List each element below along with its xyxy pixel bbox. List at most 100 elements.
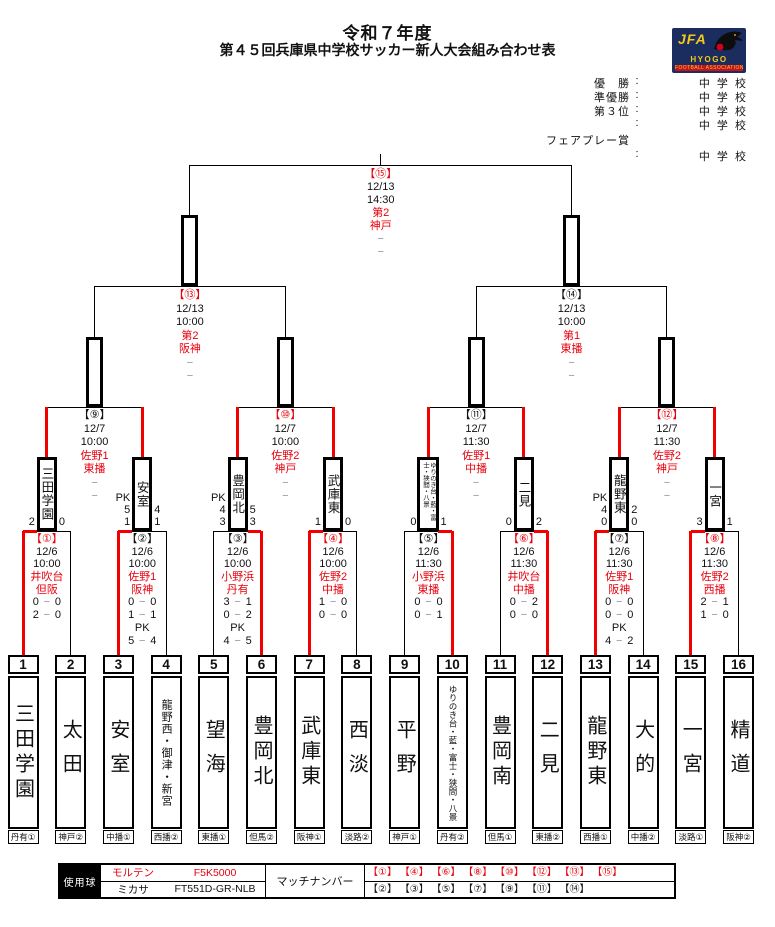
winner-path-line bbox=[438, 529, 453, 533]
round1-left-score: 0 bbox=[492, 516, 512, 528]
score-left: 2 bbox=[32, 609, 39, 622]
score-cell: 2 bbox=[535, 516, 542, 528]
team-name: 龍野西・御津・新宮 bbox=[160, 698, 173, 807]
quarterfinal-winner-box bbox=[86, 337, 104, 407]
match-label-row: 【③】 bbox=[221, 533, 254, 545]
match-label-row: 12/6 bbox=[513, 545, 535, 558]
score-row: 1−0 bbox=[285, 596, 381, 609]
team-name: 平野 bbox=[393, 718, 416, 787]
team-name-box: 一宮 bbox=[675, 676, 707, 829]
score-right: 0 bbox=[627, 596, 634, 609]
match-label-row: 10:00 bbox=[319, 558, 347, 571]
match-label-row: − bbox=[663, 490, 671, 502]
match-label-row: 【⑥】 bbox=[507, 533, 540, 545]
team-slot-15: 15 一宮 淡路① bbox=[675, 655, 707, 844]
match-label-row: 11:30 bbox=[701, 558, 728, 571]
score-row: 5−4 bbox=[94, 635, 190, 648]
standing-label: フェアプレー賞 bbox=[546, 135, 630, 147]
match-label-row: 【⑧】 bbox=[698, 533, 731, 545]
score-cell: PK bbox=[592, 492, 608, 504]
round1-right-score: 2 bbox=[536, 516, 556, 528]
loser-line bbox=[165, 531, 167, 655]
match-label-row: 10:00 bbox=[557, 316, 586, 328]
match-label-row: 10:00 bbox=[33, 558, 61, 571]
ball-model: F5K5000 bbox=[193, 866, 237, 879]
round1-right-score: 0 bbox=[345, 516, 365, 528]
team-name-box: 豊岡南 bbox=[484, 676, 516, 829]
score-right: 0 bbox=[341, 609, 348, 622]
score-left: 4 bbox=[223, 634, 230, 647]
round1-top-line bbox=[118, 530, 167, 532]
crow-emblem-icon bbox=[714, 31, 743, 51]
match-label-row: − bbox=[472, 490, 480, 502]
score-left: 0 bbox=[414, 596, 421, 609]
team-name-box: ゆりのき台・藍・富士・狭間・八景 bbox=[436, 676, 468, 829]
team-slot-2: 2 太田 神戸② bbox=[55, 655, 87, 844]
match-label-row: 【⑦】 bbox=[603, 533, 636, 545]
match-label-row: 【⑫】 bbox=[650, 409, 684, 421]
team-name: 豊岡北 bbox=[250, 715, 272, 790]
score-cell: 1 bbox=[440, 516, 447, 528]
team-slot-9: 9 平野 神戸① bbox=[389, 655, 421, 844]
round1-winner-name: 二見 bbox=[516, 480, 531, 508]
score-cell: 5 bbox=[249, 504, 256, 516]
page-subtitle: 第４５回兵庫県中学校サッカー新人大会組み合わせ表 bbox=[219, 42, 556, 58]
score-right: 0 bbox=[150, 596, 157, 609]
team-name: 三田学園 bbox=[11, 702, 34, 803]
score-cell: 1 bbox=[154, 516, 161, 528]
team-slot-13: 13 龍野東 西播① bbox=[579, 655, 611, 844]
match-label-row: − bbox=[282, 490, 289, 502]
team-name: 大的 bbox=[631, 718, 654, 787]
match-label-row: 第2 bbox=[372, 207, 390, 219]
advance-line bbox=[331, 407, 335, 457]
match-label-row: 10:00 bbox=[271, 436, 300, 448]
jfa-hyogo-logo: JFA HYOGO FOOTBALL ASSOCIATION bbox=[672, 28, 746, 73]
footer-table: 使用球 モルテン F5K5000 ミカサ FT551D-GR-NLB マッチナン… bbox=[58, 863, 676, 899]
team-name: 武庫東 bbox=[297, 715, 320, 790]
advance-line bbox=[45, 407, 49, 457]
score-dash: − bbox=[711, 609, 718, 622]
team-region: 西播② bbox=[150, 830, 182, 844]
round1-top-line bbox=[690, 530, 739, 532]
match-label-row: 12/6 bbox=[226, 545, 249, 558]
round1-winner-box: 豊岡北 bbox=[227, 457, 248, 531]
final-drop-right bbox=[571, 165, 573, 215]
score-cell: 1 bbox=[124, 516, 131, 528]
team-number: 12 bbox=[532, 655, 564, 674]
champion-stub bbox=[380, 154, 382, 165]
round1-winner-name: 豊岡北 bbox=[230, 473, 245, 515]
round1-left-score: 3 bbox=[683, 516, 703, 528]
score-row: 0−0 bbox=[476, 609, 572, 622]
loser-line bbox=[642, 531, 644, 655]
match-label-row: − bbox=[91, 490, 98, 502]
match-label-row: 12/6 bbox=[131, 545, 153, 558]
score-cell: 4 bbox=[601, 504, 608, 516]
team-number: 11 bbox=[484, 655, 516, 674]
score-dash: − bbox=[520, 596, 528, 609]
match-label-row: − bbox=[472, 476, 480, 489]
match-label-row: − bbox=[568, 356, 575, 369]
score-left: 0 bbox=[32, 596, 39, 609]
quarterfinal-line bbox=[428, 406, 524, 408]
score-cell: 0 bbox=[505, 516, 512, 528]
score-dash: − bbox=[234, 596, 241, 609]
winner-path-line bbox=[690, 529, 705, 533]
team-name-box: 精道 bbox=[723, 676, 754, 829]
semifinal-winner-box bbox=[181, 215, 199, 286]
final-drop-left bbox=[189, 165, 191, 215]
loser-line bbox=[738, 531, 739, 655]
semifinal-match-label: 【⑭】 12/13 10:00 第1 東播 − − bbox=[524, 289, 620, 384]
match-label-row: − bbox=[377, 233, 384, 245]
score-row: 2−1 bbox=[667, 596, 763, 609]
match-label-row: 神戸 bbox=[369, 220, 392, 232]
score-dash: − bbox=[43, 596, 51, 609]
loser-line bbox=[404, 531, 406, 655]
final-line bbox=[189, 164, 572, 166]
score-right: 0 bbox=[627, 609, 634, 622]
semifinal-match-label: 【⑬】 12/13 10:00 第2 阪神 − − bbox=[142, 289, 238, 384]
match-label-row: 佐野2 bbox=[652, 449, 681, 462]
match-label-row: 【②】 bbox=[126, 533, 159, 545]
round1-match-label: 【⑧】 12/6 11:30 佐野2 西播 2−1 1−0 bbox=[667, 533, 763, 622]
score-cell: 4 bbox=[219, 504, 226, 516]
round1-top-line bbox=[213, 530, 262, 532]
